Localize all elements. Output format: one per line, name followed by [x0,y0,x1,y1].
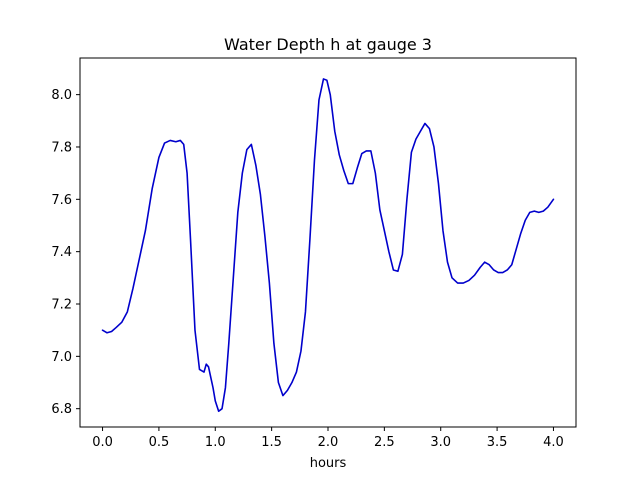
y-tick-label: 6.8 [51,402,72,417]
y-tick-label: 8.0 [51,88,72,103]
x-tick-label: 2.0 [318,435,339,450]
x-tick-label: 3.0 [430,435,451,450]
y-tick-label: 7.2 [51,298,72,313]
chart-title: Water Depth h at gauge 3 [224,35,432,54]
y-tick-label: 7.0 [51,350,72,365]
y-tick-label: 7.8 [51,140,72,155]
x-tick-label: 3.5 [487,435,508,450]
y-tick-label: 7.4 [51,245,72,260]
x-tick-label: 2.5 [374,435,395,450]
x-tick-label: 4.0 [543,435,564,450]
x-tick-label: 1.5 [261,435,282,450]
y-tick-label: 7.6 [51,193,72,208]
plot-area: 0.0 0.5 1.0 1.5 2.0 2.5 3.0 3.5 4.0 6.8 7.0 7.2 7.4 7… [51,57,577,450]
x-tick-label: 1.0 [205,435,226,450]
x-tick-label: 0.5 [149,435,170,450]
x-tick-label: 0.0 [92,435,113,450]
series-line-0 [101,78,555,413]
x-axis-label: hours [310,456,347,471]
